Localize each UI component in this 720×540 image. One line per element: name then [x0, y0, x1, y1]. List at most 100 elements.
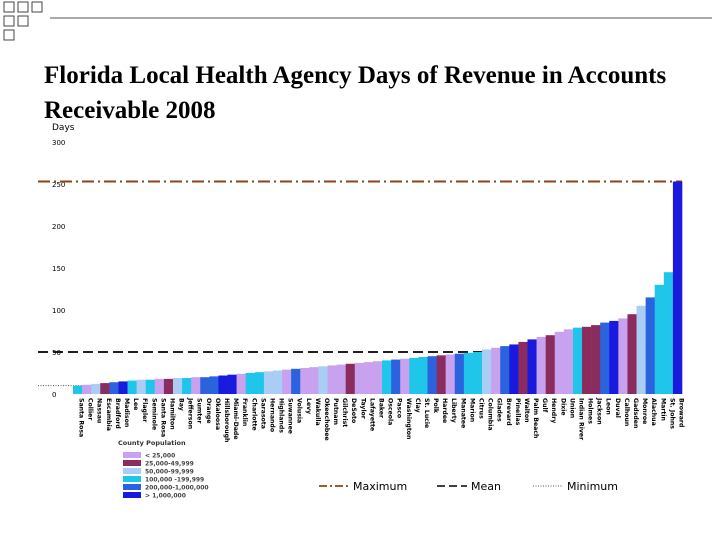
- chart-bar: [472, 352, 483, 394]
- legend-swatch: [123, 468, 141, 474]
- chart-bar: [254, 372, 265, 394]
- x-tick-label: Pasco: [396, 398, 403, 418]
- chart-bar: [372, 361, 383, 394]
- x-tick-label: St. Johns: [668, 398, 675, 429]
- chart-bar: [136, 379, 147, 394]
- x-tick-label: Indian River: [577, 398, 584, 441]
- legend-label: 200,000-1,000,000: [145, 485, 209, 492]
- x-tick-label: Palm Beach: [532, 398, 539, 438]
- x-tick-label: Marion: [468, 398, 475, 422]
- legend-swatch: [123, 460, 141, 466]
- x-tick-label: Glades: [496, 398, 503, 422]
- x-tick-label: Hardee: [441, 398, 448, 423]
- chart-bar: [482, 349, 492, 394]
- x-tick-label: Leon: [605, 398, 612, 415]
- x-tick-label: Madison: [123, 398, 130, 427]
- legend-label: < 25,000: [145, 453, 175, 460]
- chart-bar: [109, 382, 119, 394]
- x-tick-label: Citrus: [477, 398, 484, 419]
- x-tick-label: St. Lucie: [423, 398, 430, 428]
- x-tick-label: Martin: [659, 398, 666, 421]
- chart-bar: [282, 369, 292, 394]
- chart-bar: [200, 377, 210, 394]
- chart-bar: [400, 358, 410, 394]
- chart-bar: [236, 373, 246, 394]
- chart-bar: [272, 370, 283, 394]
- chart-bar: [154, 378, 165, 394]
- x-tick-label: Alachua: [650, 398, 657, 426]
- chart-bar: [582, 326, 592, 394]
- slide-corner-squares: [3, 1, 712, 41]
- x-tick-label: Nassau: [96, 398, 103, 423]
- chart-bar: [163, 378, 174, 394]
- x-tick-label: Seminole: [150, 398, 157, 430]
- x-tick-label: Charlotte: [250, 398, 257, 431]
- chart-bar: [336, 364, 346, 394]
- y-axis-label: Days: [52, 123, 75, 133]
- x-tick-label: Hendry: [550, 398, 557, 423]
- x-tick-label: Hillsborough: [223, 398, 230, 442]
- chart-bar: [554, 331, 565, 394]
- chart-bar: [663, 272, 674, 394]
- chart-bar: [227, 374, 237, 394]
- chart-bar: [363, 362, 374, 394]
- x-tick-label: Liberty: [450, 398, 457, 423]
- chart-bar: [245, 373, 256, 394]
- x-tick-label: Flagler: [141, 398, 148, 423]
- chart-bar: [145, 379, 156, 394]
- x-tick-label: Miami-Dade: [232, 398, 239, 440]
- x-tick-label: Dixie: [559, 398, 566, 416]
- x-tick-label: Duval: [614, 398, 621, 418]
- chart-bar: [309, 367, 319, 394]
- x-tick-label: Jackson: [596, 397, 603, 425]
- chart-bar: [218, 375, 228, 394]
- chart-bar: [627, 314, 637, 394]
- x-tick-label: Sumter: [196, 398, 203, 424]
- chart-bar: [391, 359, 401, 394]
- chart-bar: [418, 357, 428, 394]
- slide-title: Florida Local Health Agency Days of Reve…: [44, 62, 667, 122]
- chart-bar: [454, 353, 465, 394]
- chart-bar: [182, 378, 192, 394]
- chart-bar: [91, 383, 101, 394]
- chart-bar: [563, 329, 574, 394]
- x-tick-label: Gadsden: [632, 398, 639, 428]
- y-tick-label: 250: [52, 181, 65, 189]
- chart-bar: [463, 352, 474, 394]
- chart-bar: [591, 325, 601, 394]
- chart-bar: [172, 378, 183, 394]
- x-tick-label: Union: [568, 398, 575, 418]
- legend-swatch: [123, 452, 141, 458]
- x-tick-label: Santa Rosa: [159, 398, 166, 437]
- chart-bar: [518, 341, 528, 394]
- y-tick-label: 100: [52, 307, 65, 315]
- x-tick-label: Baker: [378, 398, 385, 419]
- x-tick-label: Franklin: [241, 398, 248, 426]
- chart-frame: [38, 128, 682, 508]
- y-tick-label: 200: [52, 223, 65, 231]
- legend-label: > 1,000,000: [145, 493, 186, 500]
- x-tick-label: Lafayette: [368, 398, 375, 431]
- x-tick-label: Levy: [305, 398, 312, 414]
- x-tick-label: DeSoto: [350, 398, 357, 423]
- x-tick-label: Pinellas: [514, 398, 521, 426]
- chart-bar: [445, 354, 456, 394]
- chart-bar: [191, 377, 201, 394]
- x-tick-label: Bay: [178, 398, 185, 411]
- x-tick-label: Putnam: [332, 398, 339, 425]
- chart-bar: [636, 305, 646, 394]
- chart-bar: [100, 383, 110, 394]
- x-tick-label: Polk: [432, 398, 439, 414]
- chart-bar: [545, 335, 556, 394]
- chart-bar: [300, 367, 310, 394]
- chart-bar: [291, 368, 301, 394]
- x-tick-label: Suwannee: [287, 398, 294, 434]
- x-tick-label: Osceola: [387, 398, 394, 425]
- chart-bar: [527, 339, 537, 394]
- chart-bar: [409, 357, 419, 394]
- legend-label: 100,000 -199,999: [145, 477, 204, 484]
- legend-swatch: [123, 492, 141, 498]
- chart-bar: [382, 360, 392, 394]
- y-tick-label: 0: [52, 391, 56, 399]
